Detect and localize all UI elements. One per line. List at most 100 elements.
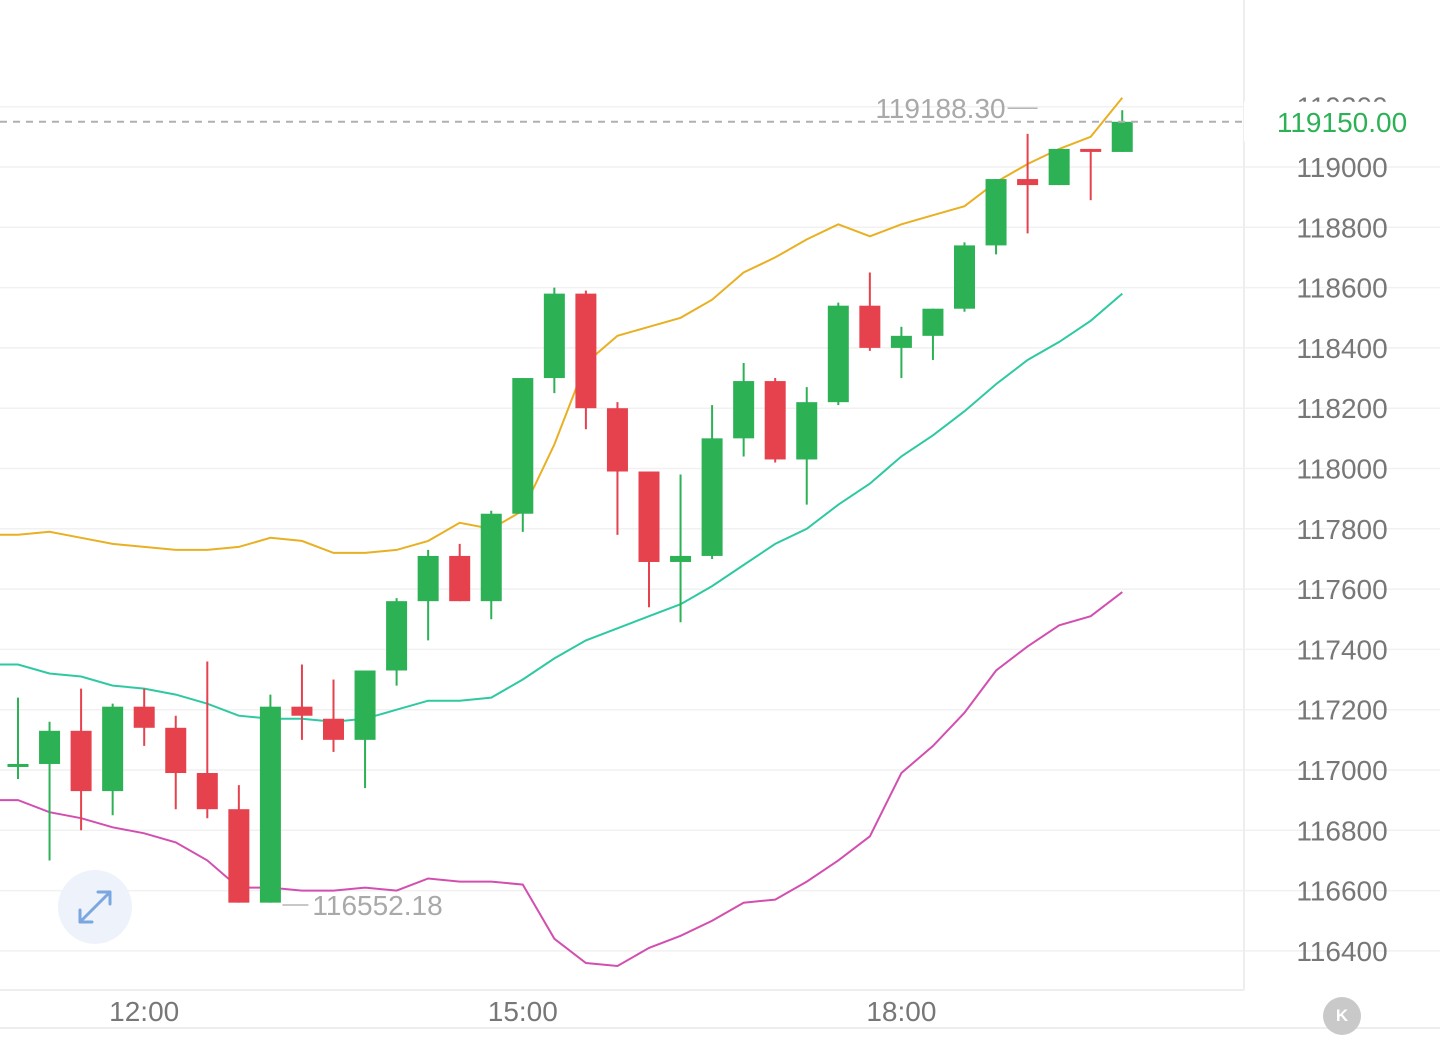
- candle-body: [670, 555, 692, 562]
- candle: [354, 670, 376, 789]
- y-tick-label: 116800: [1296, 815, 1387, 846]
- candle: [954, 242, 975, 312]
- current-price-label: 119150.00: [1277, 107, 1407, 138]
- bollinger-bands: [0, 97, 1124, 968]
- candle-body: [354, 670, 376, 740]
- candle-body: [291, 706, 313, 716]
- candle-body: [449, 555, 471, 602]
- candle: [638, 471, 660, 608]
- candle-body: [512, 378, 534, 514]
- candle: [386, 598, 408, 686]
- candle: [196, 661, 218, 819]
- candle-body: [102, 706, 124, 792]
- candle-body: [480, 513, 502, 602]
- candle-body: [922, 308, 944, 336]
- y-tick-label: 118400: [1296, 333, 1387, 364]
- candle-body: [733, 381, 755, 439]
- y-tick-label: 117400: [1296, 634, 1387, 665]
- high-price-label: 119188.30: [875, 93, 1005, 124]
- candle: [480, 510, 502, 620]
- candle-body: [39, 730, 61, 764]
- candle-body: [796, 402, 818, 460]
- annotations: 119150.00 119188.30 116552.18: [0, 93, 1440, 921]
- candle: [417, 549, 439, 641]
- candle: [512, 378, 534, 532]
- candle-body: [827, 305, 849, 403]
- candle: [1017, 133, 1039, 234]
- candle: [70, 688, 92, 831]
- expand-icon: [78, 890, 112, 924]
- candle: [985, 179, 1007, 255]
- y-tick-label: 116400: [1296, 936, 1387, 967]
- kline-mode-button[interactable]: K: [1323, 997, 1361, 1035]
- candle: [670, 474, 692, 623]
- x-tick-label: 15:00: [488, 996, 558, 1027]
- candle-body: [890, 335, 912, 348]
- middle-band-line: [0, 292, 1123, 723]
- y-tick-label: 118600: [1296, 273, 1387, 304]
- y-tick-label: 119000: [1296, 152, 1387, 183]
- candle: [859, 272, 881, 351]
- candle: [890, 326, 912, 379]
- candle-body: [954, 245, 975, 309]
- candle: [764, 378, 786, 463]
- candle-body: [543, 293, 565, 379]
- candle-body: [196, 773, 218, 810]
- candle: [1080, 148, 1102, 201]
- candle: [827, 302, 849, 406]
- upper-band-line: [0, 97, 1124, 554]
- candle-body: [7, 763, 29, 767]
- candle: [796, 387, 818, 505]
- candle: [323, 679, 344, 752]
- candle-body: [133, 706, 155, 728]
- fullscreen-button[interactable]: [58, 870, 132, 944]
- candle: [7, 697, 29, 780]
- current-price-tag-bg: [1244, 101, 1440, 142]
- candle: [291, 664, 313, 740]
- candle: [102, 703, 124, 816]
- candle: [165, 715, 187, 810]
- candle-body: [638, 471, 660, 562]
- y-tick-label: 116600: [1296, 876, 1387, 907]
- candle-body: [1111, 121, 1133, 152]
- candle: [701, 405, 723, 559]
- candle: [133, 688, 155, 746]
- time-axis: 12:00 15:00 18:00: [109, 996, 936, 1027]
- candle-body: [70, 730, 92, 792]
- candle: [733, 362, 755, 457]
- candle: [922, 308, 944, 360]
- candle: [449, 543, 471, 602]
- candle: [259, 694, 281, 903]
- grid-lines: [0, 105, 1440, 952]
- candle-body: [386, 601, 408, 671]
- candle-body: [228, 809, 250, 903]
- y-tick-label: 117600: [1296, 574, 1387, 605]
- y-tick-label: 118800: [1296, 212, 1387, 243]
- candle: [606, 402, 628, 535]
- candle-body: [606, 408, 628, 472]
- candle-body: [575, 293, 597, 409]
- candle-body: [701, 438, 723, 556]
- y-tick-label: 118200: [1296, 393, 1387, 424]
- y-tick-label: 117800: [1296, 514, 1387, 545]
- candle-body: [323, 718, 344, 740]
- candle: [575, 290, 597, 430]
- x-tick-label: 18:00: [866, 996, 936, 1027]
- candles: [7, 110, 1133, 903]
- candle-body: [764, 381, 786, 460]
- candle-body: [417, 555, 439, 602]
- x-tick-label: 12:00: [109, 996, 179, 1027]
- candle: [39, 721, 61, 861]
- candle-body: [1080, 148, 1102, 152]
- candle-body: [1017, 179, 1039, 186]
- candle: [1048, 148, 1070, 186]
- lower-band-line: [0, 591, 1123, 968]
- candle-body: [985, 179, 1007, 246]
- y-tick-label: 117000: [1296, 755, 1387, 786]
- y-tick-label: 118000: [1296, 454, 1387, 485]
- candle-body: [165, 727, 187, 774]
- candle-body: [1048, 148, 1070, 186]
- candle-body: [859, 305, 881, 348]
- low-price-label: 116552.18: [312, 890, 442, 921]
